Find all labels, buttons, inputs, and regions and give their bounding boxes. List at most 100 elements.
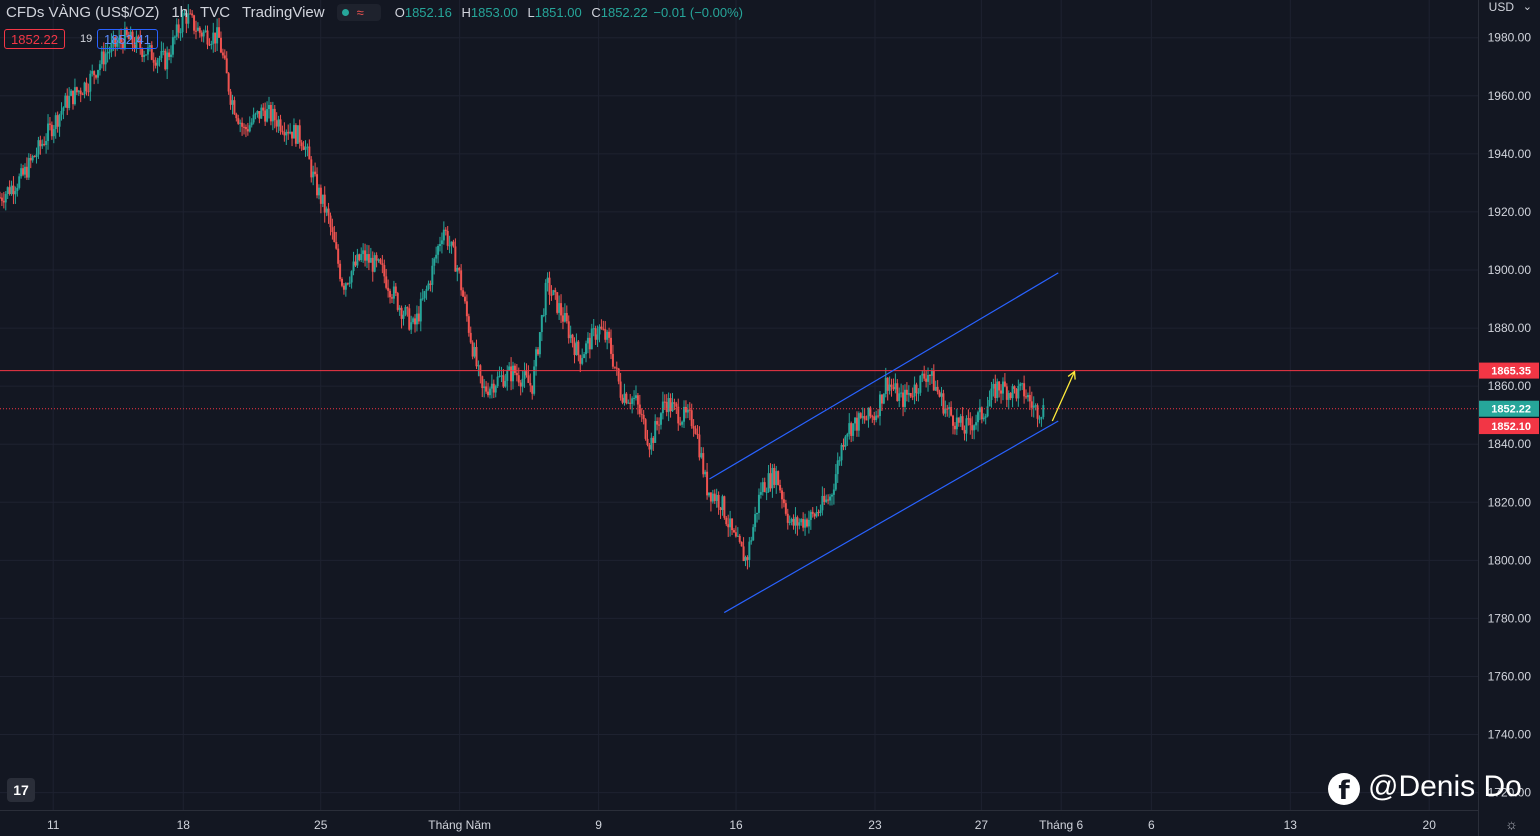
candle-body: [392, 286, 395, 299]
candle-body: [779, 484, 782, 491]
candle-body: [456, 267, 459, 272]
candle-body: [170, 54, 173, 57]
candle-body: [202, 31, 205, 37]
candle-body: [538, 332, 541, 355]
chart-grid: [0, 0, 1478, 810]
buy-button[interactable]: 1852.41: [97, 29, 158, 49]
candle-body: [375, 255, 378, 261]
candle-body: [271, 108, 274, 122]
candle-body: [896, 383, 899, 401]
chevron-down-icon[interactable]: ⌄: [1522, 1, 1532, 13]
candle-body: [35, 154, 38, 157]
candle-body: [594, 328, 597, 340]
candle-body: [879, 394, 882, 417]
candle-body: [475, 347, 478, 367]
candle-body: [842, 445, 845, 447]
candle-body: [425, 288, 428, 292]
settings-icon[interactable]: ☼: [1505, 816, 1518, 832]
candle-body: [913, 384, 916, 397]
candle-body: [58, 114, 61, 127]
candle-body: [168, 52, 171, 57]
candle-body: [25, 166, 28, 178]
candle-body: [583, 354, 586, 359]
candle-body: [162, 50, 165, 52]
ohlc-values: O1852.16 H1853.00 L1851.00 C1852.22 −0.0…: [394, 4, 743, 20]
candle-body: [189, 13, 192, 15]
candle-body: [721, 496, 724, 511]
candle-body: [561, 315, 564, 322]
symbol-title[interactable]: CFDs VÀNG (US$/OZ): [6, 3, 160, 21]
market-status[interactable]: ≈: [336, 3, 381, 21]
candle-body: [72, 90, 75, 105]
candle-body: [825, 499, 828, 502]
candle-body: [179, 32, 182, 34]
candle-body: [129, 31, 132, 40]
candle-body: [444, 229, 447, 231]
candle-body: [934, 386, 937, 391]
candle-body: [784, 503, 787, 514]
candle-body: [1011, 386, 1014, 399]
candle-body: [827, 499, 830, 501]
candle-body: [248, 125, 251, 132]
tradingview-logo-icon[interactable]: 17: [7, 778, 35, 802]
candle-body: [536, 349, 539, 355]
candle-body: [252, 114, 255, 123]
candle-body: [990, 388, 993, 401]
candle-body: [942, 393, 945, 414]
candle-body: [644, 419, 647, 439]
candle-body: [815, 512, 818, 517]
candle-body: [761, 482, 764, 493]
candle-body: [421, 298, 424, 300]
candle-body: [757, 494, 760, 513]
candle-body: [323, 194, 326, 213]
time-tick-label: 13: [1284, 818, 1298, 832]
candle-body: [487, 391, 490, 396]
candle-body: [850, 423, 853, 436]
candlestick-series[interactable]: [0, 4, 1045, 570]
candle-body: [233, 100, 236, 115]
candle-body: [116, 42, 119, 47]
candle-body: [81, 94, 84, 96]
candle-body: [175, 24, 178, 37]
currency-label[interactable]: USD: [1488, 0, 1514, 14]
candle-body: [681, 421, 684, 425]
candle-body: [759, 492, 762, 495]
candle-body: [1000, 390, 1003, 394]
candle-body: [123, 28, 126, 49]
candle-body: [857, 413, 860, 431]
arrow-line: [1051, 371, 1076, 422]
candle-body: [231, 100, 234, 105]
candle-body: [840, 445, 843, 461]
candle-body: [533, 366, 536, 394]
candle-body: [387, 287, 390, 291]
candle-body: [75, 87, 78, 93]
candle-body: [805, 519, 808, 527]
drawing-layer[interactable]: [0, 272, 1478, 614]
candle-body: [540, 315, 543, 333]
candle-body: [23, 166, 26, 175]
candle-body: [448, 245, 451, 247]
candle-body: [640, 413, 643, 415]
candle-body: [156, 60, 159, 66]
candle-body: [481, 376, 484, 389]
candle-body: [1001, 381, 1004, 394]
sell-button[interactable]: 1852.22: [4, 29, 65, 49]
candle-body: [0, 197, 1, 199]
candle-body: [1021, 383, 1024, 385]
candle-body: [702, 453, 705, 475]
price-axis[interactable]: 1720.00 1740.00 1760.00 1780.00 1800.00 1820.…: [1478, 0, 1540, 836]
time-axis[interactable]: 11 18 25 Tháng Năm 9 16 23 27 Tháng 6 6 13 20: [0, 810, 1478, 833]
interval-label[interactable]: 1h: [171, 3, 189, 21]
candle-body: [531, 385, 534, 394]
candle-body: [1019, 383, 1022, 386]
candle-body: [921, 373, 924, 376]
candle-body: [592, 328, 595, 330]
candle-body: [936, 386, 939, 392]
candle-body: [56, 115, 59, 127]
candle-body: [965, 418, 968, 434]
candle-body: [294, 125, 297, 144]
candle-body: [1038, 418, 1041, 420]
candle-body: [264, 110, 267, 122]
source-label: TradingView: [242, 3, 325, 21]
